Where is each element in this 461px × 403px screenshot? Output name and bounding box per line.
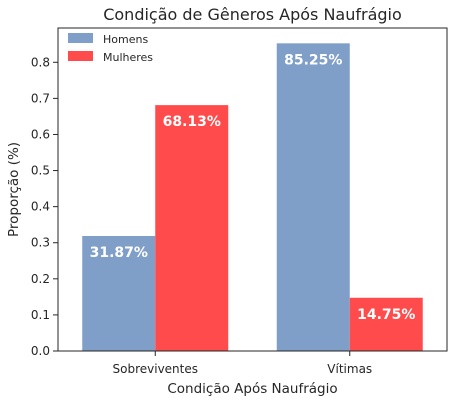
bar-homens-1 bbox=[276, 43, 350, 352]
y-tick-label: 0.0 bbox=[31, 344, 50, 358]
x-tick-label: Vítimas bbox=[327, 362, 372, 376]
y-tick-label: 0.8 bbox=[31, 55, 50, 69]
plot-frame bbox=[57, 27, 448, 352]
y-tick-label: 0.2 bbox=[31, 272, 50, 286]
bars-layer: 31.87% 68.13% 85.25% 14.75% bbox=[82, 43, 423, 352]
bar-mulheres-1 bbox=[349, 297, 423, 351]
y-tick-label: 0.7 bbox=[31, 91, 50, 105]
y-tick-label: 0.6 bbox=[31, 127, 50, 141]
y-tick-label: 0.3 bbox=[31, 236, 50, 250]
bar-homens-0 bbox=[82, 235, 156, 351]
ticks-layer: 0.0 0.1 0.2 0.3 0.4 0.5 0.6 0.7 0.8 Sobreviventes… bbox=[31, 55, 372, 376]
legend-label: Mulheres bbox=[103, 51, 153, 64]
legend-swatch bbox=[68, 33, 93, 43]
bar-value-label: 68.13% bbox=[163, 114, 221, 130]
y-axis-label: Proporção (%) bbox=[6, 142, 22, 237]
legend-swatch bbox=[68, 51, 93, 61]
y-tick-label: 0.1 bbox=[31, 308, 50, 322]
bar-mulheres-0 bbox=[155, 105, 229, 351]
bar-value-label: 14.75% bbox=[357, 307, 415, 323]
chart-title: Condição de Gêneros Após Naufrágio bbox=[103, 5, 402, 24]
bar-value-label: 85.25% bbox=[284, 52, 342, 68]
bar-value-label: 31.87% bbox=[90, 245, 148, 261]
y-tick-label: 0.5 bbox=[31, 164, 50, 178]
x-axis-label: Condição Após Naufrágio bbox=[167, 381, 337, 397]
y-tick-label: 0.4 bbox=[31, 200, 50, 214]
legend: Homens Mulheres bbox=[68, 33, 153, 64]
x-tick-label: Sobreviventes bbox=[113, 362, 199, 376]
legend-label: Homens bbox=[103, 33, 148, 46]
